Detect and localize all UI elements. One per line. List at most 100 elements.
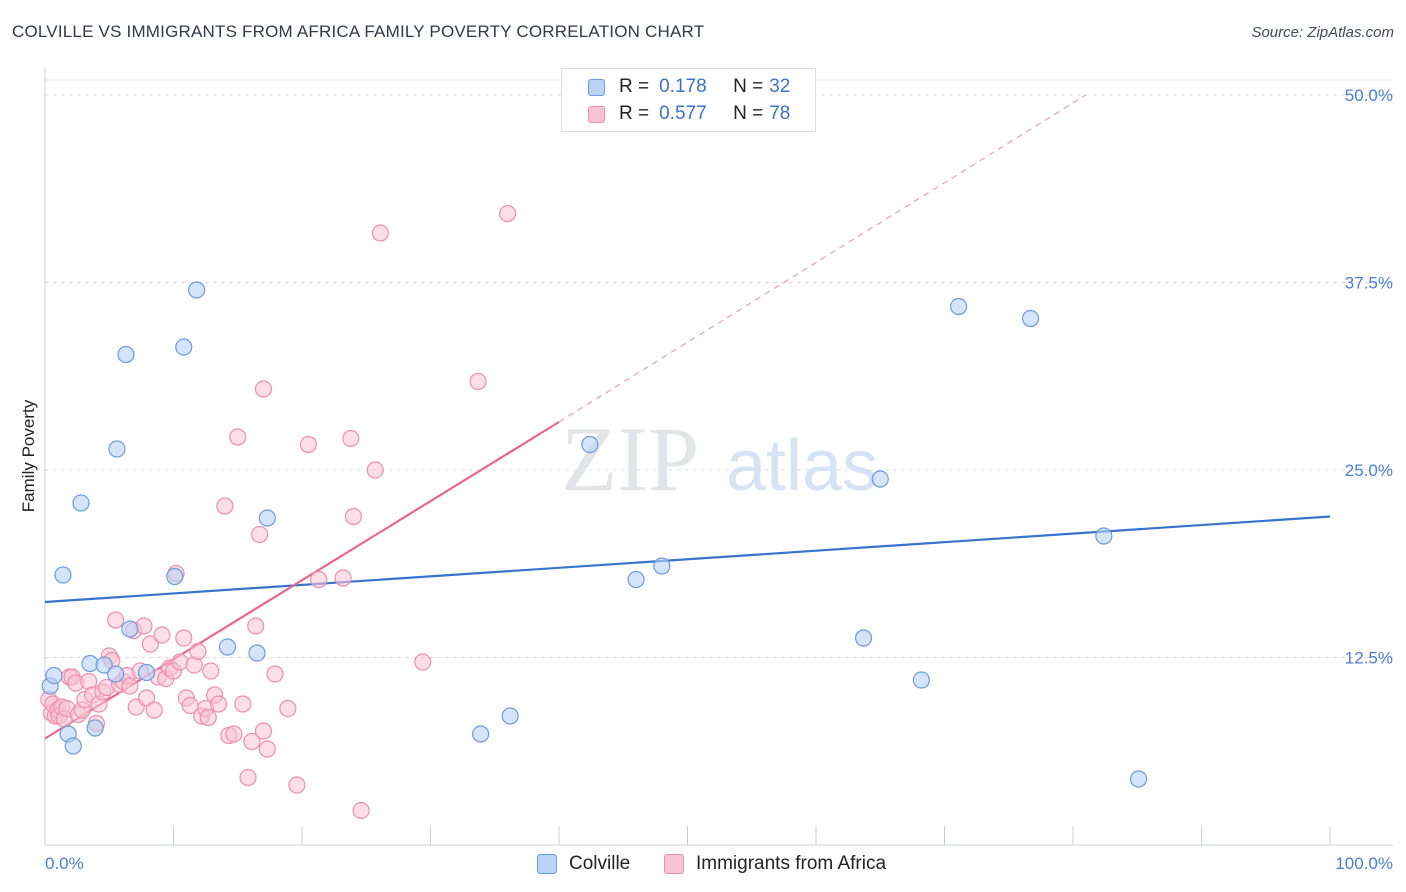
point-immigrants-africa (141, 635, 159, 653)
point-colville (1129, 770, 1148, 788)
watermark-zip: ZIP (561, 408, 699, 510)
source-credit: Source: ZipAtlas.com (1251, 24, 1394, 41)
point-immigrants-africa (334, 569, 352, 587)
point-colville (72, 494, 90, 512)
x-tick-label: 100.0% (1335, 854, 1393, 873)
point-colville (627, 570, 645, 589)
point-immigrants-africa (107, 611, 125, 629)
watermark-atlas: atlas (726, 426, 878, 506)
y-tick-label: 50.0% (1345, 86, 1393, 105)
point-colville (581, 435, 599, 454)
y-tick-label: 25.0% (1345, 461, 1393, 480)
point-colville (121, 620, 139, 638)
point-immigrants-africa (469, 372, 487, 391)
point-immigrants-africa (234, 695, 252, 713)
point-immigrants-africa (135, 617, 153, 635)
point-colville (117, 345, 135, 364)
point-immigrants-africa (254, 722, 273, 740)
legend-n-label: N = (733, 76, 764, 97)
trend-line-extension-immigrants-africa (558, 94, 1087, 423)
legend-r-label: R = (619, 103, 650, 124)
legend-row-immigrants-africa: R = 0.577 N = 78 (588, 102, 790, 126)
point-colville (1021, 309, 1040, 328)
point-immigrants-africa (199, 708, 217, 727)
point-immigrants-africa (310, 570, 328, 589)
point-immigrants-africa (288, 776, 306, 794)
point-immigrants-africa (171, 653, 189, 671)
point-immigrants-africa (499, 204, 517, 223)
point-immigrants-africa (145, 701, 163, 719)
legend-n-label: N = (733, 103, 764, 124)
point-colville (108, 440, 126, 458)
legend-n-value: 32 (769, 76, 791, 97)
point-colville (854, 629, 873, 647)
point-colville (188, 281, 206, 299)
legend-r-value: 0.178 (659, 76, 707, 97)
point-immigrants-africa (239, 768, 257, 787)
point-immigrants-africa (366, 461, 384, 479)
point-immigrants-africa (216, 497, 234, 515)
point-colville (64, 737, 82, 755)
bottom-legend-swatch-immigrants-africa (664, 854, 684, 874)
point-colville (912, 671, 930, 689)
point-colville (472, 725, 490, 743)
point-colville (86, 719, 104, 737)
bottom-legend-immigrants-africa: Immigrants from Africa (664, 851, 886, 877)
point-colville (501, 707, 519, 725)
y-tick-label: 37.5% (1345, 274, 1393, 293)
point-immigrants-africa (121, 677, 139, 695)
bottom-legend-swatch-colville (537, 854, 557, 874)
point-colville (1095, 527, 1113, 545)
point-immigrants-africa (258, 740, 276, 758)
point-colville (81, 654, 99, 673)
point-colville (137, 663, 156, 682)
legend-n-value: 78 (769, 103, 791, 124)
point-colville (871, 470, 889, 488)
point-immigrants-africa (229, 428, 247, 446)
point-colville (45, 666, 63, 685)
y-axis-label: Family Poverty (19, 399, 38, 512)
point-colville (175, 338, 193, 356)
point-immigrants-africa (299, 435, 318, 454)
point-immigrants-africa (153, 626, 171, 644)
watermark: ZIP atlas (561, 408, 878, 510)
tick-labels: 12.5% 25.0% 37.5% 50.0% 0.0% 100.0% (45, 86, 1393, 873)
point-immigrants-africa (189, 642, 207, 661)
x-tick-label: 0.0% (45, 854, 84, 873)
point-immigrants-africa (202, 662, 220, 680)
point-colville (653, 557, 671, 575)
point-immigrants-africa (137, 689, 156, 707)
bottom-legend-colville: Colville (537, 851, 630, 877)
legend: R = 0.178 N = 32 R = 0.577 N = 78 (561, 68, 816, 132)
point-immigrants-africa (344, 507, 362, 526)
point-colville (950, 297, 968, 316)
point-immigrants-africa (175, 629, 193, 647)
point-immigrants-africa (352, 801, 370, 820)
y-tick-label: 12.5% (1345, 649, 1393, 668)
point-immigrants-africa (250, 525, 269, 544)
point-colville (107, 665, 125, 683)
grid (45, 79, 1393, 658)
legend-r-label: R = (619, 76, 650, 97)
point-immigrants-africa (279, 699, 297, 718)
point-immigrants-africa (266, 665, 284, 683)
data-points (40, 204, 1148, 820)
point-immigrants-africa (209, 695, 228, 713)
chart-title: COLVILLE VS IMMIGRANTS FROM AFRICA FAMIL… (12, 22, 705, 41)
point-immigrants-africa (414, 653, 432, 671)
legend-r-value: 0.577 (659, 103, 707, 124)
point-immigrants-africa (342, 429, 360, 448)
trend-line-colville (44, 515, 1331, 604)
bottom-legend-label-colville: Colville (569, 853, 631, 874)
point-immigrants-africa (371, 224, 389, 242)
point-colville (54, 566, 72, 584)
point-immigrants-africa (254, 380, 273, 398)
point-colville (218, 638, 237, 656)
legend-swatch-colville (588, 78, 605, 96)
point-colville (258, 509, 276, 527)
legend-swatch-immigrants-africa (588, 105, 605, 123)
point-immigrants-africa (247, 617, 265, 635)
bottom-legend-label-immigrants-africa: Immigrants from Africa (696, 853, 887, 874)
point-immigrants-africa (243, 732, 261, 751)
